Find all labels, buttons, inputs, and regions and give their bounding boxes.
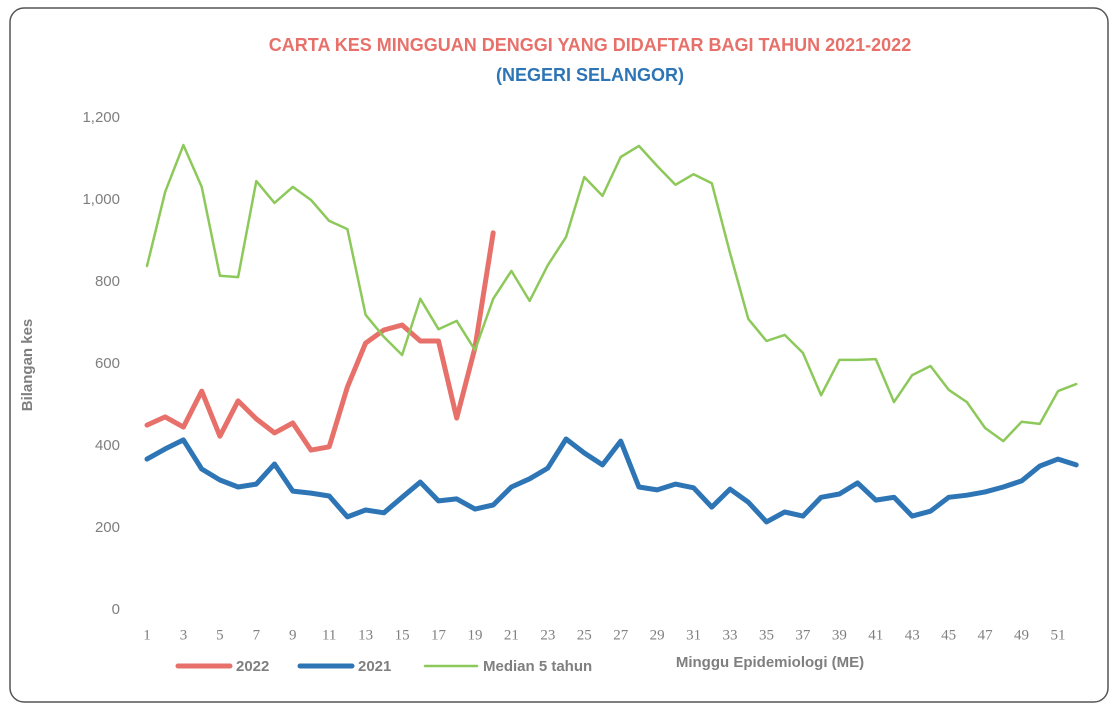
legend-label: Median 5 tahun bbox=[483, 658, 592, 675]
x-tick-label: 35 bbox=[759, 627, 774, 643]
x-tick-label: 27 bbox=[613, 627, 629, 643]
y-tick-label: 400 bbox=[95, 437, 120, 454]
y-tick-label: 800 bbox=[95, 273, 120, 290]
x-tick-label: 7 bbox=[253, 627, 261, 643]
x-tick-label: 41 bbox=[868, 627, 883, 643]
x-tick-label: 43 bbox=[905, 627, 920, 643]
x-tick-label: 11 bbox=[322, 627, 336, 643]
x-tick-label: 25 bbox=[577, 627, 592, 643]
x-tick-label: 17 bbox=[431, 627, 447, 643]
series-line bbox=[144, 230, 496, 453]
chart-title: CARTA KES MINGGUAN DENGGI YANG DIDAFTAR … bbox=[269, 35, 911, 55]
x-tick-label: 29 bbox=[650, 627, 665, 643]
x-tick-label: 31 bbox=[686, 627, 701, 643]
x-tick-label: 45 bbox=[941, 627, 956, 643]
x-tick-label: 1 bbox=[143, 627, 151, 643]
series-line bbox=[145, 143, 1078, 443]
x-axis-label: Minggu Epidemiologi (ME) bbox=[676, 654, 864, 671]
x-tick-label: 49 bbox=[1014, 627, 1029, 643]
x-tick-label: 33 bbox=[723, 627, 738, 643]
y-tick-label: 200 bbox=[95, 519, 120, 536]
x-tick-label: 19 bbox=[467, 627, 482, 643]
legend-label: 2021 bbox=[358, 658, 391, 675]
x-tick-label: 13 bbox=[358, 627, 373, 643]
chart-frame bbox=[9, 7, 1109, 703]
x-tick-label: 47 bbox=[978, 627, 994, 643]
x-tick-label: 23 bbox=[540, 627, 555, 643]
x-tick-label: 3 bbox=[180, 627, 188, 643]
y-tick-label: 1,000 bbox=[82, 191, 120, 208]
y-tick-label: 1,200 bbox=[82, 109, 120, 126]
x-tick-label: 51 bbox=[1051, 627, 1066, 643]
chart-subtitle: (NEGERI SELANGOR) bbox=[496, 65, 684, 85]
x-tick-label: 39 bbox=[832, 627, 847, 643]
y-tick-label: 600 bbox=[95, 355, 120, 372]
series-line bbox=[144, 436, 1079, 525]
y-axis-label: Bilangan kes bbox=[19, 319, 36, 412]
x-tick-label: 37 bbox=[795, 627, 811, 643]
x-tick-label: 9 bbox=[289, 627, 297, 643]
x-tick-label: 15 bbox=[395, 627, 410, 643]
x-tick-label: 5 bbox=[216, 627, 224, 643]
legend-label: 2022 bbox=[236, 658, 269, 675]
x-tick-label: 21 bbox=[504, 627, 519, 643]
y-tick-label: 0 bbox=[112, 601, 120, 618]
